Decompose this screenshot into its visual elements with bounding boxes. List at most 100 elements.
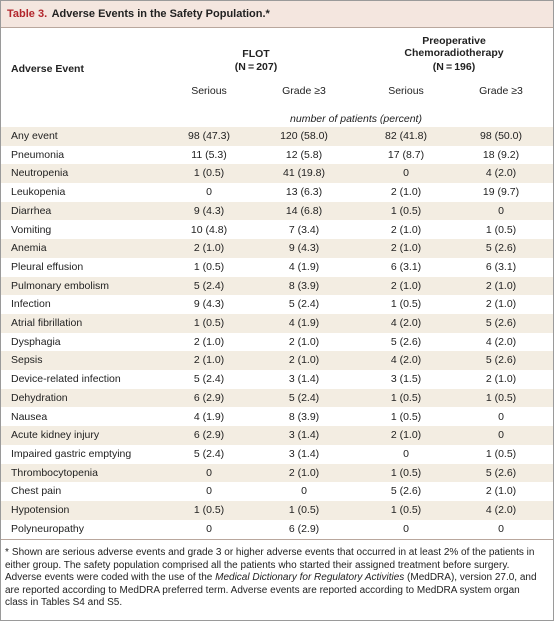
table-cell: 0	[206, 522, 212, 535]
table-cell: 4 (2.0)	[485, 335, 517, 348]
table-row: Polyneuropathy 0 6 (2.9) 0 0	[1, 520, 553, 539]
event-name: Leukopenia	[11, 186, 66, 199]
table-row: Chest pain 0 0 5 (2.6) 2 (1.0)	[1, 482, 553, 501]
event-name: Chest pain	[11, 485, 62, 498]
table-cell: 5 (2.6)	[390, 485, 422, 498]
table-cell: 2 (1.0)	[193, 242, 225, 255]
event-name: Pneumonia	[11, 148, 65, 161]
table-cell: 6 (2.9)	[193, 391, 225, 404]
table-cell: 0	[206, 186, 212, 199]
table-cell: 3 (1.4)	[288, 447, 320, 460]
table-cell: 2 (1.0)	[193, 354, 225, 367]
table-cell: 5 (2.4)	[193, 447, 225, 460]
table-cell: 12 (5.8)	[285, 148, 323, 161]
table-cell: 4 (2.0)	[485, 167, 517, 180]
table-label: Table 3.	[7, 8, 48, 20]
table-cell: 1 (0.5)	[390, 504, 422, 516]
table-row: Device-related infection 5 (2.4) 3 (1.4) 3 …	[1, 370, 553, 389]
table-cell: 10 (4.8)	[190, 223, 228, 236]
event-name: Pulmonary embolism	[11, 279, 110, 292]
table-cell: 5 (2.6)	[485, 466, 517, 479]
table-cell: 120 (58.0)	[280, 130, 328, 142]
table-cell: 1 (0.5)	[390, 204, 422, 217]
table-cell: 5 (2.6)	[390, 335, 422, 348]
table-cell: 2 (1.0)	[288, 466, 320, 479]
event-name: Any event	[11, 130, 58, 142]
table-cell: 19 (9.7)	[482, 186, 520, 199]
table-cell: 2 (1.0)	[485, 485, 517, 498]
table-cell: 6 (2.9)	[193, 429, 225, 442]
table-cell: 2 (1.0)	[390, 186, 422, 199]
table-cell: 0	[206, 466, 212, 479]
group-name: FLOT	[242, 48, 270, 60]
table-cell: 14 (6.8)	[285, 204, 323, 217]
table-cell: 2 (1.0)	[390, 279, 422, 292]
footnote-marker: *	[5, 547, 9, 558]
table-cell: 5 (2.4)	[288, 298, 320, 311]
table-cell: 1 (0.5)	[485, 447, 517, 460]
table-cell: 1 (0.5)	[390, 410, 422, 423]
table-row: Pulmonary embolism 5 (2.4) 8 (3.9) 2 (1.0) 2…	[1, 276, 553, 296]
footnote-text: Medical Dictionary for Regulatory Activi…	[215, 572, 405, 584]
table-cell: 2 (1.0)	[485, 373, 517, 386]
table-cell: 41 (19.8)	[282, 167, 326, 180]
table-cell: 5 (2.4)	[288, 391, 320, 404]
table-cell: 1 (0.5)	[390, 298, 422, 311]
table-cell: 1 (0.5)	[193, 504, 225, 516]
table-cell: 4 (1.9)	[288, 317, 320, 329]
column-subheader: Serious	[191, 85, 227, 97]
event-name: Sepsis	[11, 354, 43, 367]
event-name: Nausea	[11, 410, 48, 423]
table-cell: 0	[498, 522, 504, 535]
units-label: number of patients (percent)	[290, 113, 422, 125]
table-cell: 2 (1.0)	[288, 335, 320, 348]
table-row: Acute kidney injury 6 (2.9) 3 (1.4) 2 (1.0)…	[1, 426, 553, 445]
table-cell: 2 (1.0)	[485, 298, 517, 311]
table-cell: 4 (2.0)	[485, 504, 517, 516]
table-cell: 8 (3.9)	[288, 279, 320, 292]
table-title: Adverse Events in the Safety Population.…	[51, 8, 270, 20]
event-name: Hypotension	[11, 504, 70, 516]
event-name: Atrial fibrillation	[11, 317, 83, 329]
table-row: Impaired gastric emptying 5 (2.4) 3 (1.4) 0…	[1, 445, 553, 464]
table-cell: 1 (0.5)	[390, 466, 422, 479]
table-cell: 1 (0.5)	[390, 391, 422, 404]
table-cell: 9 (4.3)	[193, 298, 225, 311]
event-name: Infection	[11, 298, 51, 311]
column-subheader: Serious	[388, 85, 424, 97]
table-cell: 0	[498, 410, 504, 423]
table-cell: 82 (41.8)	[384, 130, 428, 142]
table-cell: 3 (1.4)	[288, 373, 320, 386]
table-cell: 2 (1.0)	[193, 335, 225, 348]
footnote: * Shown are serious adverse events and gr…	[5, 547, 545, 610]
group-n: (N = 196)	[432, 61, 476, 73]
table-cell: 4 (1.9)	[193, 410, 225, 423]
event-name: Dysphagia	[11, 335, 61, 348]
table-cell: 0	[403, 522, 409, 535]
table-cell: 2 (1.0)	[485, 279, 517, 292]
event-name: Pleural effusion	[11, 260, 84, 273]
table-cell: 8 (3.9)	[288, 410, 320, 423]
table-cell: 3 (1.4)	[288, 429, 320, 442]
table-row: Any event 98 (47.3) 120 (58.0) 82 (41.8) 98 …	[1, 127, 553, 146]
table-row: Pneumonia 11 (5.3) 12 (5.8) 17 (8.7) 18 (9.2…	[1, 146, 553, 165]
table-row: Anemia 2 (1.0) 9 (4.3) 2 (1.0) 5 (2.6)	[1, 239, 553, 258]
table-cell: 4 (2.0)	[390, 317, 422, 329]
table-cell: 1 (0.5)	[193, 317, 225, 329]
event-name: Vomiting	[11, 223, 52, 236]
table-row: Leukopenia 0 13 (6.3) 2 (1.0) 19 (9.7)	[1, 183, 553, 202]
table-cell: 6 (3.1)	[390, 260, 422, 273]
table-cell: 0	[403, 447, 409, 460]
table-cell: 9 (4.3)	[193, 204, 225, 217]
table-cell: 1 (0.5)	[485, 223, 517, 236]
event-name: Impaired gastric emptying	[11, 447, 132, 460]
table-cell: 18 (9.2)	[482, 148, 520, 161]
table-cell: 7 (3.4)	[288, 223, 320, 236]
table-row: Atrial fibrillation 1 (0.5) 4 (1.9) 4 (2.0)…	[1, 314, 553, 333]
table-row: Diarrhea 9 (4.3) 14 (6.8) 1 (0.5) 0	[1, 201, 553, 221]
table-cell: 2 (1.0)	[390, 429, 422, 442]
table-cell: 1 (0.5)	[193, 260, 225, 273]
table-cell: 1 (0.5)	[193, 167, 225, 180]
table-cell: 98 (50.0)	[479, 130, 523, 142]
